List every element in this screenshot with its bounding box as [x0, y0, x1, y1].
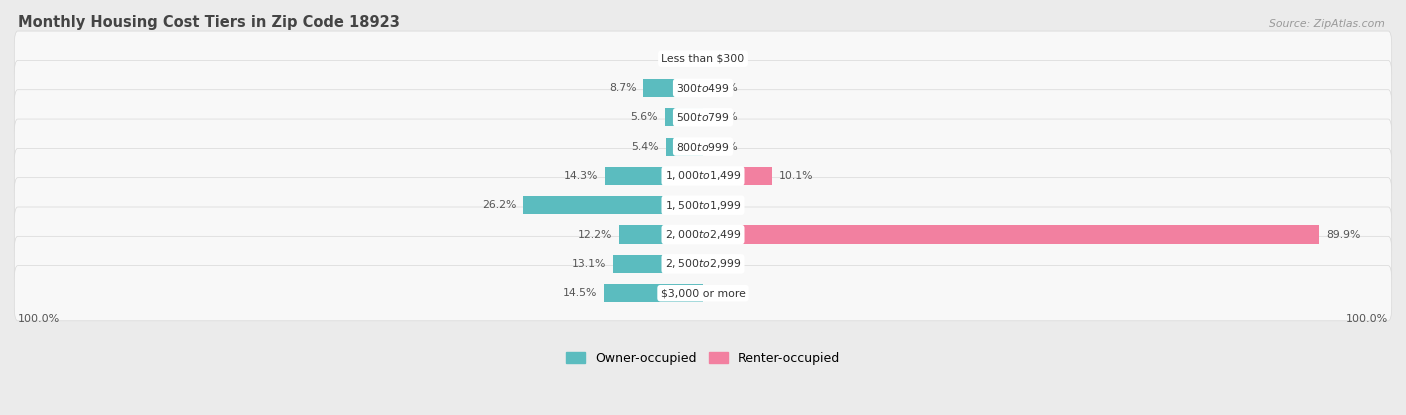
Text: 0.0%: 0.0% — [710, 259, 738, 269]
Text: Monthly Housing Cost Tiers in Zip Code 18923: Monthly Housing Cost Tiers in Zip Code 1… — [18, 15, 399, 30]
Text: 5.6%: 5.6% — [630, 112, 658, 122]
FancyBboxPatch shape — [14, 119, 1392, 174]
Text: 0.0%: 0.0% — [710, 112, 738, 122]
Text: 13.1%: 13.1% — [572, 259, 606, 269]
Bar — [613, 255, 703, 273]
Text: $1,000 to $1,499: $1,000 to $1,499 — [665, 169, 741, 183]
Text: 0.0%: 0.0% — [710, 142, 738, 151]
Text: 0.0%: 0.0% — [710, 54, 738, 63]
Bar — [523, 196, 703, 214]
Bar — [703, 167, 772, 185]
Bar — [666, 137, 703, 156]
Text: $500 to $799: $500 to $799 — [676, 111, 730, 123]
Text: $800 to $999: $800 to $999 — [676, 141, 730, 153]
Text: 14.3%: 14.3% — [564, 171, 598, 181]
Text: 0.0%: 0.0% — [710, 83, 738, 93]
Text: 26.2%: 26.2% — [482, 200, 516, 210]
Bar — [603, 284, 703, 302]
Text: 0.0%: 0.0% — [710, 200, 738, 210]
Text: 12.2%: 12.2% — [578, 229, 613, 239]
Text: 0.0%: 0.0% — [668, 54, 696, 63]
FancyBboxPatch shape — [14, 148, 1392, 203]
FancyBboxPatch shape — [14, 207, 1392, 262]
Legend: Owner-occupied, Renter-occupied: Owner-occupied, Renter-occupied — [561, 347, 845, 370]
Bar — [620, 225, 703, 244]
Bar — [605, 167, 703, 185]
Text: Source: ZipAtlas.com: Source: ZipAtlas.com — [1270, 19, 1385, 29]
Text: 14.5%: 14.5% — [562, 288, 596, 298]
Text: $3,000 or more: $3,000 or more — [661, 288, 745, 298]
FancyBboxPatch shape — [14, 178, 1392, 233]
Text: 10.1%: 10.1% — [779, 171, 814, 181]
Text: $1,500 to $1,999: $1,500 to $1,999 — [665, 199, 741, 212]
FancyBboxPatch shape — [14, 90, 1392, 145]
Text: 89.9%: 89.9% — [1326, 229, 1360, 239]
FancyBboxPatch shape — [14, 236, 1392, 291]
Bar — [703, 225, 1319, 244]
Text: 100.0%: 100.0% — [18, 314, 60, 324]
Text: $2,500 to $2,999: $2,500 to $2,999 — [665, 257, 741, 271]
FancyBboxPatch shape — [14, 31, 1392, 86]
FancyBboxPatch shape — [14, 266, 1392, 321]
Text: $2,000 to $2,499: $2,000 to $2,499 — [665, 228, 741, 241]
Text: 8.7%: 8.7% — [609, 83, 637, 93]
Bar — [644, 79, 703, 97]
Text: 0.0%: 0.0% — [710, 288, 738, 298]
Text: Less than $300: Less than $300 — [661, 54, 745, 63]
Text: 5.4%: 5.4% — [631, 142, 659, 151]
Text: $300 to $499: $300 to $499 — [676, 82, 730, 94]
FancyBboxPatch shape — [14, 61, 1392, 115]
Bar — [665, 108, 703, 127]
Text: 100.0%: 100.0% — [1346, 314, 1388, 324]
